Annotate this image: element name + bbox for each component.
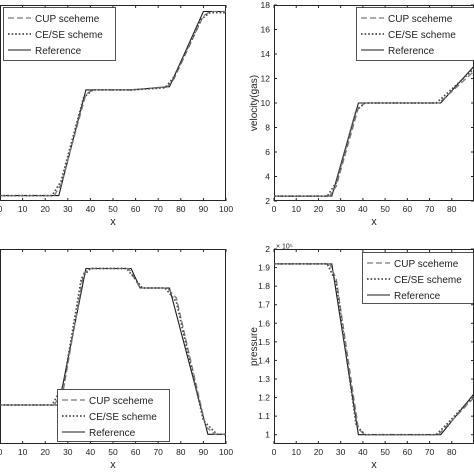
x-tick-label: 30 <box>336 447 346 457</box>
y-tick-label: 1.6 <box>258 318 270 328</box>
x-tick-label: 30 <box>63 204 73 214</box>
x-tick-label: 100 <box>219 204 233 214</box>
x-tick-label: 60 <box>403 204 413 214</box>
legend-entry-label: CUP sceheme <box>89 396 154 407</box>
x-tick-label: 20 <box>314 204 324 214</box>
y-tick-label: 14 <box>261 49 271 59</box>
x-axis-label: x <box>110 459 116 471</box>
y-tick-label: 18 <box>261 0 271 10</box>
x-axis-label: x <box>371 459 377 471</box>
y-tick-label: 1.8 <box>258 281 270 291</box>
series-line-ce-se-scheme <box>274 263 474 436</box>
x-tick-label: 10 <box>291 204 301 214</box>
x-tick-label: 0 <box>272 204 277 214</box>
x-tick-label: 70 <box>425 204 435 214</box>
x-tick-label: 50 <box>380 447 390 457</box>
x-tick-label: 40 <box>86 447 96 457</box>
legend-box <box>3 7 116 61</box>
legend: CUP sceheme CE/SE scheme Reference <box>362 252 474 304</box>
x-tick-label: 80 <box>176 204 186 214</box>
y-tick-label: 1 <box>265 430 270 440</box>
legend-entry-label: Reference <box>35 46 82 57</box>
x-tick-label: 50 <box>108 204 118 214</box>
x-tick-label: 90 <box>199 447 209 457</box>
x-tick-label: 60 <box>403 447 413 457</box>
x-tick-label: 60 <box>131 447 141 457</box>
y-tick-label: 6 <box>265 147 270 157</box>
y-tick-label: 2 <box>265 244 270 254</box>
legend-entry-label: CE/SE scheme <box>89 412 157 423</box>
x-axis-label: x <box>110 216 116 228</box>
x-tick-label: 50 <box>108 447 118 457</box>
x-tick-label: 70 <box>153 447 163 457</box>
x-tick-label: 0 <box>272 447 277 457</box>
series-line-ce-se-scheme <box>0 11 226 197</box>
subplot-1: 0 10 20 30 40 50 60 70 80 90 100 x <box>0 5 233 228</box>
y-tick-label: 1.4 <box>258 355 270 365</box>
legend-entry-label: Reference <box>394 291 441 302</box>
y-tick-label: 8 <box>265 123 270 133</box>
x-tick-label: 80 <box>447 447 457 457</box>
y-tick-label: 16 <box>261 25 271 35</box>
y-tick-label: 12 <box>261 74 271 84</box>
y-tick-label: 1.9 <box>258 263 270 273</box>
y-axis-exponent: × 10⁵ <box>276 244 293 251</box>
y-tick-label: 1.3 <box>258 374 270 384</box>
subplot-3: 0 10 20 30 40 50 60 70 80 90 100 x <box>0 249 233 471</box>
legend-entry-label: Reference <box>388 46 435 57</box>
x-tick-label: 0 <box>0 204 3 214</box>
series-line-ce-se-scheme <box>274 68 474 197</box>
x-tick-label: 100 <box>219 447 233 457</box>
x-tick-label: 20 <box>314 447 324 457</box>
x-tick-label: 20 <box>40 204 50 214</box>
legend-box <box>57 389 170 442</box>
x-axis-label: x <box>371 216 377 228</box>
legend: CUP sceheme CE/SE scheme Reference <box>356 7 474 61</box>
x-tick-label: 30 <box>63 447 73 457</box>
x-tick-label: 60 <box>131 204 141 214</box>
x-tick-label: 80 <box>447 204 457 214</box>
legend-entry-label: CE/SE scheme <box>388 30 456 41</box>
x-tick-label: 40 <box>358 447 368 457</box>
y-tick-label: 1.2 <box>258 393 270 403</box>
y-tick-label: 1.1 <box>258 411 270 421</box>
x-tick-label: 10 <box>18 447 28 457</box>
y-tick-label: 4 <box>265 172 270 182</box>
x-tick-label: 90 <box>199 204 209 214</box>
legend-entry-label: CE/SE scheme <box>394 275 462 286</box>
x-tick-label: 70 <box>425 447 435 457</box>
x-tick-label: 0 <box>0 447 3 457</box>
series-line-cup-sceheme <box>274 263 474 436</box>
legend-entry-label: CUP sceheme <box>394 259 459 270</box>
x-tick-label: 50 <box>380 204 390 214</box>
legend-entry-label: CUP sceheme <box>388 14 453 25</box>
x-tick-label: 70 <box>153 204 163 214</box>
series-line-ce-se-scheme <box>0 267 226 436</box>
y-tick-label: 1.5 <box>258 337 270 347</box>
series-line-cup-sceheme <box>274 70 474 197</box>
x-tick-label: 80 <box>176 447 186 457</box>
legend: CUP sceheme CE/SE scheme Reference <box>57 389 170 442</box>
legend: CUP sceheme CE/SE scheme Reference <box>3 7 116 61</box>
legend-entry-label: Reference <box>89 428 136 439</box>
x-tick-label: 40 <box>86 204 96 214</box>
x-tick-label: 20 <box>40 447 50 457</box>
x-tick-label: 10 <box>291 447 301 457</box>
series-line-reference <box>274 65 474 197</box>
y-axis-label: pressure <box>249 327 260 366</box>
x-tick-label: 40 <box>358 204 368 214</box>
y-tick-label: 2 <box>265 196 270 206</box>
x-tick-label: 30 <box>336 204 346 214</box>
legend-entry-label: CE/SE scheme <box>35 30 103 41</box>
subplot-2: 0 10 20 30 40 50 60 70 80 2 4 6 8 10 12 14 16 18 x velocity… <box>249 0 474 228</box>
legend-entry-label: CUP sceheme <box>35 14 100 25</box>
y-tick-label: 10 <box>261 98 271 108</box>
y-tick-label: 1.7 <box>258 300 270 310</box>
y-axis-label: velocity(gas) <box>249 75 260 131</box>
x-tick-label: 10 <box>18 204 28 214</box>
